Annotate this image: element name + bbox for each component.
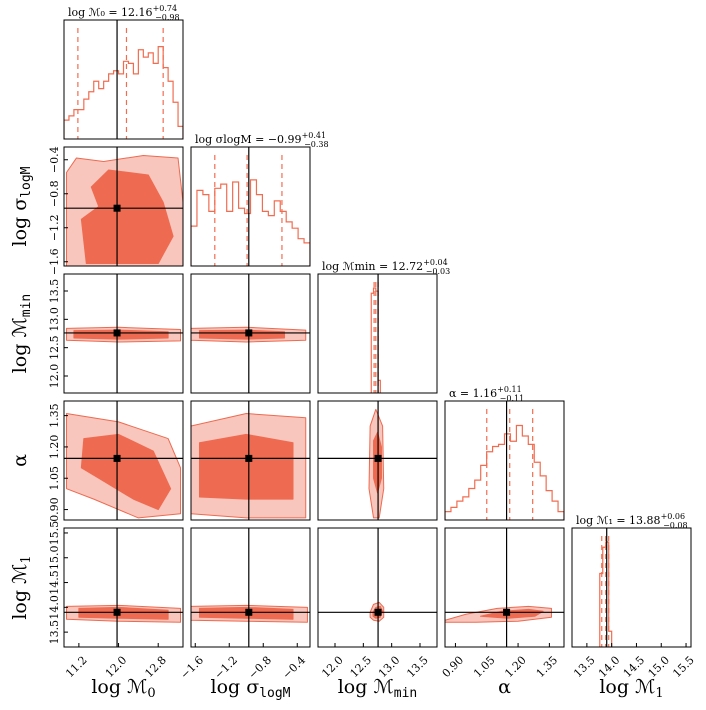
x-axis-label-alpha: α xyxy=(498,676,511,698)
contour-inner-logM0-alpha xyxy=(80,433,172,511)
contour-inner-logM0-logMmin xyxy=(73,329,169,340)
truth-marker-logM0-logM1 xyxy=(113,608,121,616)
title-logM0: log ℳ₀ = 12.16+0.74 −0.98 xyxy=(68,4,180,22)
truth-marker-sigma-logMmin xyxy=(245,329,253,337)
y-tick-label-logM1-4: 15.5 xyxy=(48,521,61,546)
histogram-logM1 xyxy=(599,528,613,647)
panel-frame-2-4 xyxy=(317,527,438,648)
contour-panel-logMmin-alpha xyxy=(318,401,437,520)
y-tick-label-sigma-0: −1.6 xyxy=(48,248,61,275)
title-logM1: log ℳ₁ = 13.88+0.06 −0.08 xyxy=(576,512,688,530)
panel-frame-1-2 xyxy=(190,273,311,394)
y-tick-label-alpha-3: 1.35 xyxy=(48,403,61,428)
x-tick-label-alpha-1: 1.05 xyxy=(471,654,498,681)
y-tick-label-alpha-2: 1.20 xyxy=(48,435,61,460)
histogram-step-logM0 xyxy=(64,46,183,139)
contour-inner-logM0-logM1 xyxy=(78,606,169,620)
x-axis-label-sigma: log σlogM xyxy=(211,676,291,701)
x-axis-label-logM1: log ℳ1 xyxy=(599,676,663,701)
y-tick-label-sigma-3: −0.4 xyxy=(48,146,61,173)
title-logMmin: log ℳmin = 12.72+0.04 −0.03 xyxy=(322,258,450,276)
contour-panel-sigma-logMmin xyxy=(191,274,310,393)
histogram-sigma xyxy=(191,147,310,266)
panel-frame-4-4 xyxy=(571,527,692,648)
contour-panel-sigma-alpha xyxy=(191,401,310,520)
panel-frame-3-3 xyxy=(444,400,565,521)
truth-marker-logM0-sigma xyxy=(113,204,121,212)
y-tick-label-logM1-0: 13.5 xyxy=(48,620,61,645)
y-tick-label-alpha-1: 1.05 xyxy=(48,466,61,491)
title-alpha: α = 1.16+0.11 −0.11 xyxy=(449,385,524,403)
panel-frame-1-1 xyxy=(190,146,311,267)
x-tick-label-logMmin-3: 13.5 xyxy=(404,654,431,681)
contour-inner-alpha-logM1 xyxy=(479,608,544,619)
panel-frame-2-2 xyxy=(317,273,438,394)
x-tick-label-alpha-3: 1.35 xyxy=(534,654,561,681)
panel-frame-0-2 xyxy=(63,273,184,394)
y-tick-label-logM1-2: 14.5 xyxy=(48,570,61,595)
x-tick-label-logM1-4: 15.5 xyxy=(670,654,697,681)
x-tick-label-logM0-0: 11.2 xyxy=(63,654,90,681)
y-tick-label-logMmin-2: 13.0 xyxy=(48,307,61,332)
contour-inner-sigma-alpha xyxy=(199,433,294,500)
panel-frame-0-4 xyxy=(63,527,184,648)
y-axis-label-logMmin: log ℳmin xyxy=(9,294,34,374)
histogram-step-alpha xyxy=(445,424,564,520)
panel-frame-1-4 xyxy=(190,527,311,648)
x-tick-label-logM1-0: 13.5 xyxy=(571,654,598,681)
panel-frame-1-3 xyxy=(190,400,311,521)
truth-marker-logMmin-logM1 xyxy=(374,608,382,616)
panel-frame-0-1 xyxy=(63,146,184,267)
y-tick-label-logMmin-1: 12.5 xyxy=(48,335,61,360)
contour-panel-logMmin-logM1 xyxy=(318,528,437,647)
truth-marker-sigma-logM1 xyxy=(245,608,253,616)
x-tick-label-sigma-0: −1.6 xyxy=(178,654,206,682)
y-axis-label-alpha: α xyxy=(9,454,31,467)
contour-inner-sigma-logMmin xyxy=(199,329,285,340)
contour-panel-alpha-logM1 xyxy=(445,528,564,647)
y-axis-label-logM1: log ℳ1 xyxy=(9,555,34,619)
panel-frame-3-4 xyxy=(444,527,565,648)
histogram-step-sigma xyxy=(191,179,310,266)
panel-frame-0-3 xyxy=(63,400,184,521)
contour-panel-logM0-logM1 xyxy=(64,528,183,647)
panel-frame-0-0 xyxy=(63,19,184,140)
contour-panel-logM0-alpha xyxy=(64,401,183,520)
histogram-logM0 xyxy=(64,20,183,139)
contour-inner-logM0-sigma xyxy=(80,169,174,264)
x-axis-label-logM0: log ℳ0 xyxy=(91,676,155,701)
histogram-step-logMmin xyxy=(370,287,381,393)
x-tick-label-sigma-3: −0.4 xyxy=(280,654,308,682)
truth-marker-logMmin-alpha xyxy=(374,454,382,462)
truth-marker-logM0-alpha xyxy=(113,454,121,462)
y-tick-label-logMmin-3: 13.5 xyxy=(48,279,61,304)
histogram-alpha xyxy=(445,401,564,520)
y-tick-label-sigma-1: −1.2 xyxy=(48,214,61,241)
contour-panel-logM0-sigma xyxy=(64,147,183,266)
title-sigma: log σlogM = −0.99+0.41 −0.38 xyxy=(195,131,329,149)
y-axis-label-sigma: log σlogM xyxy=(9,166,34,246)
contour-panel-logM0-logMmin xyxy=(64,274,183,393)
panel-frame-2-3 xyxy=(317,400,438,521)
y-tick-label-alpha-0: 0.90 xyxy=(48,497,61,522)
x-tick-label-alpha-0: 0.90 xyxy=(440,654,467,681)
contour-panel-sigma-logM1 xyxy=(191,528,310,647)
histogram-logMmin xyxy=(370,274,381,393)
y-tick-label-logM1-1: 14.0 xyxy=(48,595,61,620)
truth-marker-sigma-alpha xyxy=(245,454,253,462)
x-axis-label-logMmin: log ℳmin xyxy=(338,676,418,701)
y-tick-label-logMmin-0: 12.0 xyxy=(48,364,61,389)
truth-marker-logM0-logMmin xyxy=(113,329,121,337)
y-tick-label-sigma-2: −0.8 xyxy=(48,180,61,207)
y-tick-label-logM1-3: 15.0 xyxy=(48,546,61,571)
truth-marker-alpha-logM1 xyxy=(503,608,511,616)
